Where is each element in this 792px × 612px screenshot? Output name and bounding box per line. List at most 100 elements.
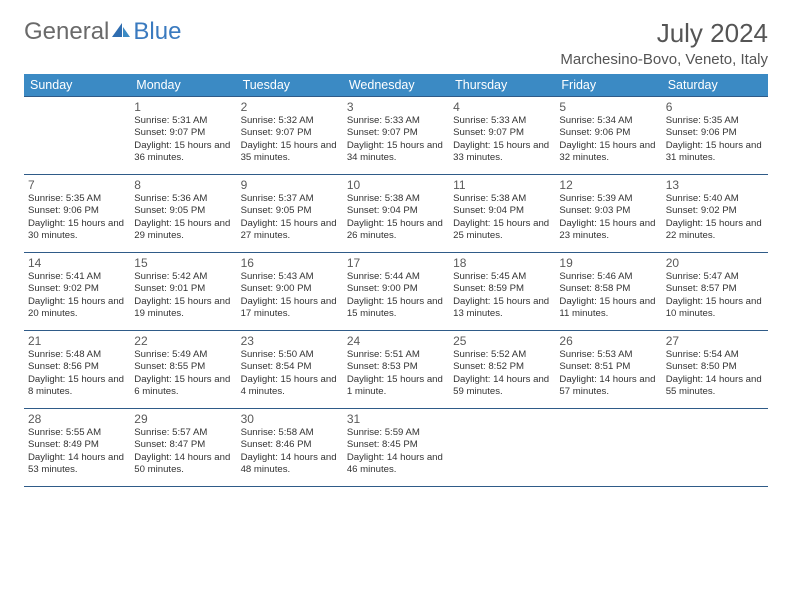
calendar-cell: 15Sunrise: 5:42 AMSunset: 9:01 PMDayligh… <box>130 253 236 331</box>
sunrise-text: Sunrise: 5:38 AM <box>347 193 445 205</box>
sunrise-text: Sunrise: 5:41 AM <box>28 271 126 283</box>
daylight-text: Daylight: 15 hours and 19 minutes. <box>134 296 232 321</box>
header: General Blue July 2024 Marchesino-Bovo, … <box>24 18 768 68</box>
daylight-text: Daylight: 14 hours and 59 minutes. <box>453 374 551 399</box>
daylight-text: Daylight: 15 hours and 10 minutes. <box>666 296 764 321</box>
day-number: 20 <box>666 256 764 270</box>
sunset-text: Sunset: 8:45 PM <box>347 439 445 451</box>
daylight-text: Daylight: 15 hours and 11 minutes. <box>559 296 657 321</box>
day-number: 6 <box>666 100 764 114</box>
calendar-cell: 19Sunrise: 5:46 AMSunset: 8:58 PMDayligh… <box>555 253 661 331</box>
daylight-text: Daylight: 15 hours and 8 minutes. <box>28 374 126 399</box>
calendar-cell: 30Sunrise: 5:58 AMSunset: 8:46 PMDayligh… <box>237 409 343 487</box>
day-number: 8 <box>134 178 232 192</box>
daylight-text: Daylight: 15 hours and 33 minutes. <box>453 140 551 165</box>
calendar-cell: 18Sunrise: 5:45 AMSunset: 8:59 PMDayligh… <box>449 253 555 331</box>
daylight-text: Daylight: 15 hours and 13 minutes. <box>453 296 551 321</box>
brand-logo: General Blue <box>24 18 181 46</box>
calendar-cell: 28Sunrise: 5:55 AMSunset: 8:49 PMDayligh… <box>24 409 130 487</box>
calendar-cell: 6Sunrise: 5:35 AMSunset: 9:06 PMDaylight… <box>662 97 768 175</box>
calendar-cell: 9Sunrise: 5:37 AMSunset: 9:05 PMDaylight… <box>237 175 343 253</box>
calendar-cell <box>24 97 130 175</box>
daylight-text: Daylight: 15 hours and 4 minutes. <box>241 374 339 399</box>
daylight-text: Daylight: 15 hours and 17 minutes. <box>241 296 339 321</box>
sunrise-text: Sunrise: 5:50 AM <box>241 349 339 361</box>
daylight-text: Daylight: 14 hours and 46 minutes. <box>347 452 445 477</box>
sunrise-text: Sunrise: 5:59 AM <box>347 427 445 439</box>
sunset-text: Sunset: 8:56 PM <box>28 361 126 373</box>
calendar-cell: 20Sunrise: 5:47 AMSunset: 8:57 PMDayligh… <box>662 253 768 331</box>
brand-part2: Blue <box>133 18 181 46</box>
calendar-week-row: 1Sunrise: 5:31 AMSunset: 9:07 PMDaylight… <box>24 97 768 175</box>
calendar-cell: 10Sunrise: 5:38 AMSunset: 9:04 PMDayligh… <box>343 175 449 253</box>
calendar-cell <box>555 409 661 487</box>
sunrise-text: Sunrise: 5:51 AM <box>347 349 445 361</box>
day-number: 22 <box>134 334 232 348</box>
sunset-text: Sunset: 8:46 PM <box>241 439 339 451</box>
daylight-text: Daylight: 15 hours and 27 minutes. <box>241 218 339 243</box>
calendar-cell: 27Sunrise: 5:54 AMSunset: 8:50 PMDayligh… <box>662 331 768 409</box>
sunrise-text: Sunrise: 5:54 AM <box>666 349 764 361</box>
day-number: 15 <box>134 256 232 270</box>
sunrise-text: Sunrise: 5:39 AM <box>559 193 657 205</box>
day-number: 18 <box>453 256 551 270</box>
sunset-text: Sunset: 9:06 PM <box>666 127 764 139</box>
daylight-text: Daylight: 15 hours and 25 minutes. <box>453 218 551 243</box>
sunrise-text: Sunrise: 5:52 AM <box>453 349 551 361</box>
sunset-text: Sunset: 8:49 PM <box>28 439 126 451</box>
daylight-text: Daylight: 15 hours and 34 minutes. <box>347 140 445 165</box>
calendar-week-row: 28Sunrise: 5:55 AMSunset: 8:49 PMDayligh… <box>24 409 768 487</box>
day-number: 16 <box>241 256 339 270</box>
day-number: 11 <box>453 178 551 192</box>
calendar-body: 1Sunrise: 5:31 AMSunset: 9:07 PMDaylight… <box>24 97 768 487</box>
day-number: 5 <box>559 100 657 114</box>
calendar-cell: 2Sunrise: 5:32 AMSunset: 9:07 PMDaylight… <box>237 97 343 175</box>
day-header-row: Sunday Monday Tuesday Wednesday Thursday… <box>24 74 768 97</box>
page: General Blue July 2024 Marchesino-Bovo, … <box>0 0 792 505</box>
day-number: 1 <box>134 100 232 114</box>
sunrise-text: Sunrise: 5:42 AM <box>134 271 232 283</box>
daylight-text: Daylight: 14 hours and 50 minutes. <box>134 452 232 477</box>
calendar-cell: 26Sunrise: 5:53 AMSunset: 8:51 PMDayligh… <box>555 331 661 409</box>
sunset-text: Sunset: 8:52 PM <box>453 361 551 373</box>
calendar-cell <box>662 409 768 487</box>
sunset-text: Sunset: 9:00 PM <box>241 283 339 295</box>
sunset-text: Sunset: 8:57 PM <box>666 283 764 295</box>
calendar-cell: 1Sunrise: 5:31 AMSunset: 9:07 PMDaylight… <box>130 97 236 175</box>
sunrise-text: Sunrise: 5:44 AM <box>347 271 445 283</box>
sunrise-text: Sunrise: 5:35 AM <box>666 115 764 127</box>
sunrise-text: Sunrise: 5:48 AM <box>28 349 126 361</box>
calendar-cell: 17Sunrise: 5:44 AMSunset: 9:00 PMDayligh… <box>343 253 449 331</box>
calendar-table: Sunday Monday Tuesday Wednesday Thursday… <box>24 74 768 487</box>
daylight-text: Daylight: 14 hours and 48 minutes. <box>241 452 339 477</box>
day-number: 14 <box>28 256 126 270</box>
sunrise-text: Sunrise: 5:47 AM <box>666 271 764 283</box>
sunset-text: Sunset: 8:47 PM <box>134 439 232 451</box>
sunrise-text: Sunrise: 5:38 AM <box>453 193 551 205</box>
sunset-text: Sunset: 8:54 PM <box>241 361 339 373</box>
sunrise-text: Sunrise: 5:31 AM <box>134 115 232 127</box>
sunset-text: Sunset: 9:03 PM <box>559 205 657 217</box>
day-number: 28 <box>28 412 126 426</box>
sunrise-text: Sunrise: 5:46 AM <box>559 271 657 283</box>
sunset-text: Sunset: 8:59 PM <box>453 283 551 295</box>
sunrise-text: Sunrise: 5:36 AM <box>134 193 232 205</box>
daylight-text: Daylight: 15 hours and 31 minutes. <box>666 140 764 165</box>
calendar-cell: 11Sunrise: 5:38 AMSunset: 9:04 PMDayligh… <box>449 175 555 253</box>
title-area: July 2024 Marchesino-Bovo, Veneto, Italy <box>560 18 768 68</box>
sunrise-text: Sunrise: 5:45 AM <box>453 271 551 283</box>
calendar-cell: 5Sunrise: 5:34 AMSunset: 9:06 PMDaylight… <box>555 97 661 175</box>
sunset-text: Sunset: 9:06 PM <box>559 127 657 139</box>
sunrise-text: Sunrise: 5:32 AM <box>241 115 339 127</box>
day-number: 17 <box>347 256 445 270</box>
sunset-text: Sunset: 8:55 PM <box>134 361 232 373</box>
sunset-text: Sunset: 9:07 PM <box>347 127 445 139</box>
calendar-cell: 21Sunrise: 5:48 AMSunset: 8:56 PMDayligh… <box>24 331 130 409</box>
sail-icon <box>110 21 132 39</box>
sunrise-text: Sunrise: 5:58 AM <box>241 427 339 439</box>
day-number: 19 <box>559 256 657 270</box>
day-number: 26 <box>559 334 657 348</box>
sunset-text: Sunset: 8:50 PM <box>666 361 764 373</box>
calendar-cell: 4Sunrise: 5:33 AMSunset: 9:07 PMDaylight… <box>449 97 555 175</box>
day-number: 29 <box>134 412 232 426</box>
